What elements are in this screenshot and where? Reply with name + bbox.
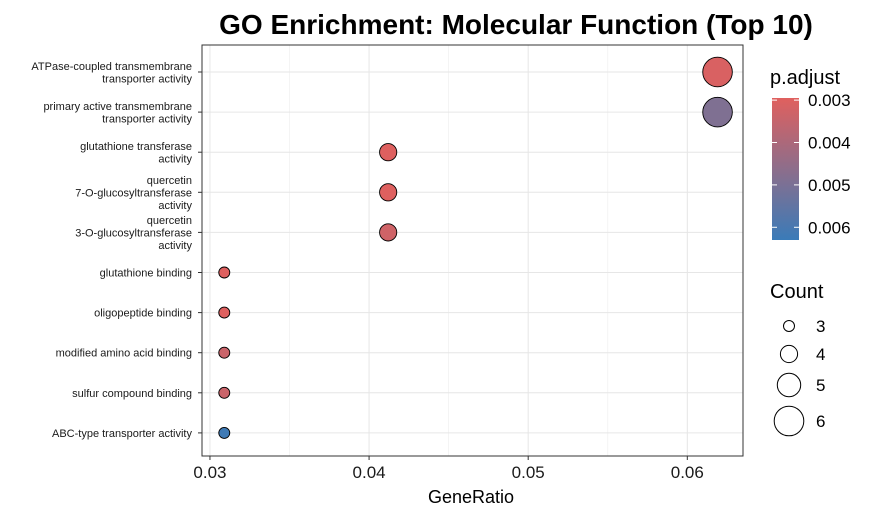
size-legend-key [773, 405, 805, 437]
data-point [218, 426, 231, 439]
data-point [218, 386, 231, 399]
data-point [218, 306, 231, 319]
y-tick-label: primary active transmembrane transporter … [43, 101, 192, 126]
size-legend-label: 3 [816, 317, 825, 336]
color-legend-title: p.adjust [770, 67, 840, 89]
x-tick-label: 0.06 [671, 463, 704, 482]
plot-panel [201, 44, 744, 457]
y-tick-label: ABC-type transporter activity [52, 428, 192, 440]
data-point [702, 96, 733, 128]
color-legend-label: 0.006 [808, 218, 851, 237]
y-tick-label: glutathione binding [100, 268, 192, 280]
size-legend-key [783, 320, 795, 332]
color-legend: p.adjust 0.003 0.004 0.005 0.006 [770, 67, 851, 240]
color-legend-label: 0.003 [808, 91, 851, 110]
data-point [218, 346, 231, 359]
data-point [379, 223, 398, 242]
x-tick-label: 0.05 [512, 463, 545, 482]
size-legend-title: Count [770, 281, 824, 303]
panel-border [201, 44, 744, 457]
y-tick-label: quercetin 3-O-glucosyltransferase activity [75, 215, 192, 252]
y-tick-label: sulfur compound binding [72, 388, 192, 400]
points-layer [218, 56, 733, 439]
x-tick-label: 0.03 [193, 463, 226, 482]
size-legend-label: 4 [816, 345, 825, 364]
size-legend-label: 6 [816, 412, 825, 431]
color-bar [772, 98, 799, 240]
data-point [379, 183, 398, 202]
color-legend-label: 0.004 [808, 134, 851, 153]
data-point [218, 266, 231, 279]
chart-title: GO Enrichment: Molecular Function (Top 1… [219, 9, 813, 40]
size-legend: Count 3 4 5 6 [770, 281, 825, 437]
size-legend-label: 5 [816, 376, 825, 395]
y-tick-label: ATPase-coupled transmembrane transporter … [31, 61, 192, 86]
size-legend-key [776, 372, 802, 398]
x-tick-label: 0.04 [353, 463, 386, 482]
x-axis-title: GeneRatio [428, 487, 514, 507]
y-tick-label: quercetin 7-O-glucosyltransferase activity [75, 175, 192, 212]
data-point [379, 143, 398, 162]
y-axis-labels: ATPase-coupled transmembrane transporter … [31, 61, 202, 440]
y-tick-label: glutathione transferase activity [80, 141, 192, 166]
y-tick-label: oligopeptide binding [94, 308, 192, 320]
data-point [702, 56, 733, 88]
size-legend-key [779, 344, 799, 364]
x-axis: 0.03 0.04 0.05 0.06 [193, 456, 704, 482]
color-legend-label: 0.005 [808, 176, 851, 195]
y-tick-label: modified amino acid binding [56, 348, 192, 360]
